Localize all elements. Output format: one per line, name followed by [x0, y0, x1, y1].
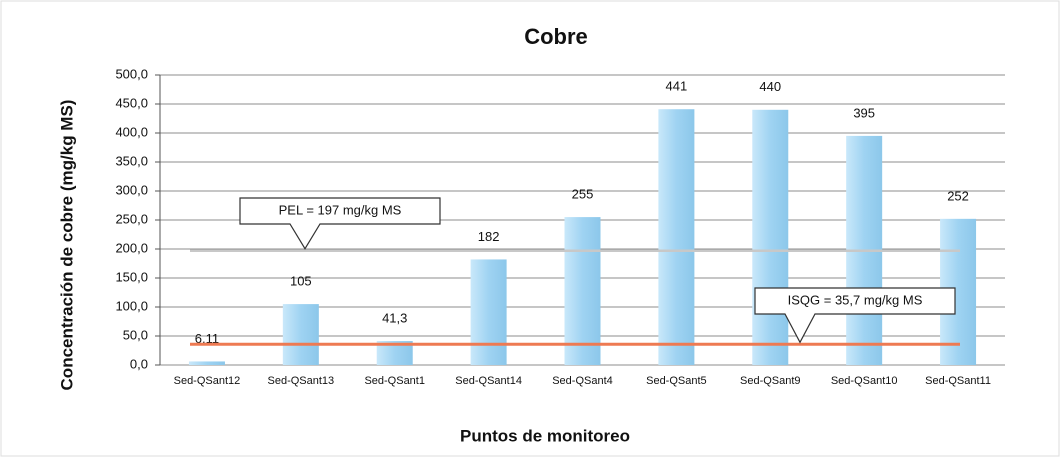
reference-label: PEL = 197 mg/kg MS: [279, 202, 402, 217]
bar: [564, 217, 601, 365]
y-tick-label: 500,0: [115, 66, 148, 81]
data-label: 441: [666, 79, 688, 94]
y-tick-label: 300,0: [115, 182, 148, 197]
y-tick-label: 400,0: [115, 124, 148, 139]
y-tick-label: 0,0: [130, 356, 148, 371]
y-tick-label: 50,0: [123, 327, 148, 342]
x-tick-label: Sed-QSant10: [831, 375, 898, 387]
x-tick-label: Sed-QSant14: [455, 375, 522, 387]
reference-label: ISQG = 35,7 mg/kg MS: [788, 292, 923, 307]
y-tick-label: 450,0: [115, 95, 148, 110]
x-tick-label: Sed-QSant5: [646, 375, 707, 387]
data-label: 395: [853, 105, 875, 120]
callout: [754, 287, 956, 344]
x-tick-label: Sed-QSant9: [740, 375, 801, 387]
bar: [282, 304, 319, 365]
data-label: 255: [572, 187, 594, 202]
x-axis-label: Puntos de monitoreo: [460, 426, 630, 445]
y-axis-label: Concentración de cobre (mg/kg MS): [57, 100, 76, 391]
x-tick-label: Sed-QSant11: [925, 375, 991, 387]
y-tick-label: 100,0: [115, 298, 148, 313]
y-tick-label: 250,0: [115, 211, 148, 226]
x-tick-label: Sed-QSant1: [364, 375, 425, 387]
chart-title: Cobre: [524, 24, 588, 49]
data-label: 440: [759, 79, 781, 94]
y-tick-label: 350,0: [115, 153, 148, 168]
data-label: 182: [478, 229, 500, 244]
data-label: 6,11: [195, 331, 219, 346]
x-tick-label: Sed-QSant13: [268, 375, 335, 387]
bar: [188, 361, 225, 365]
bar: [376, 341, 413, 365]
x-tick-label: Sed-QSant12: [174, 375, 241, 387]
callout: [239, 197, 441, 250]
data-label: 105: [290, 274, 312, 289]
y-tick-label: 200,0: [115, 240, 148, 255]
bar: [470, 259, 507, 365]
x-tick-label: Sed-QSant4: [552, 375, 613, 387]
bar: [658, 109, 695, 365]
data-label: 252: [947, 188, 969, 203]
y-tick-label: 150,0: [115, 269, 148, 284]
bar: [752, 109, 789, 365]
data-label: 41,3: [382, 310, 407, 325]
